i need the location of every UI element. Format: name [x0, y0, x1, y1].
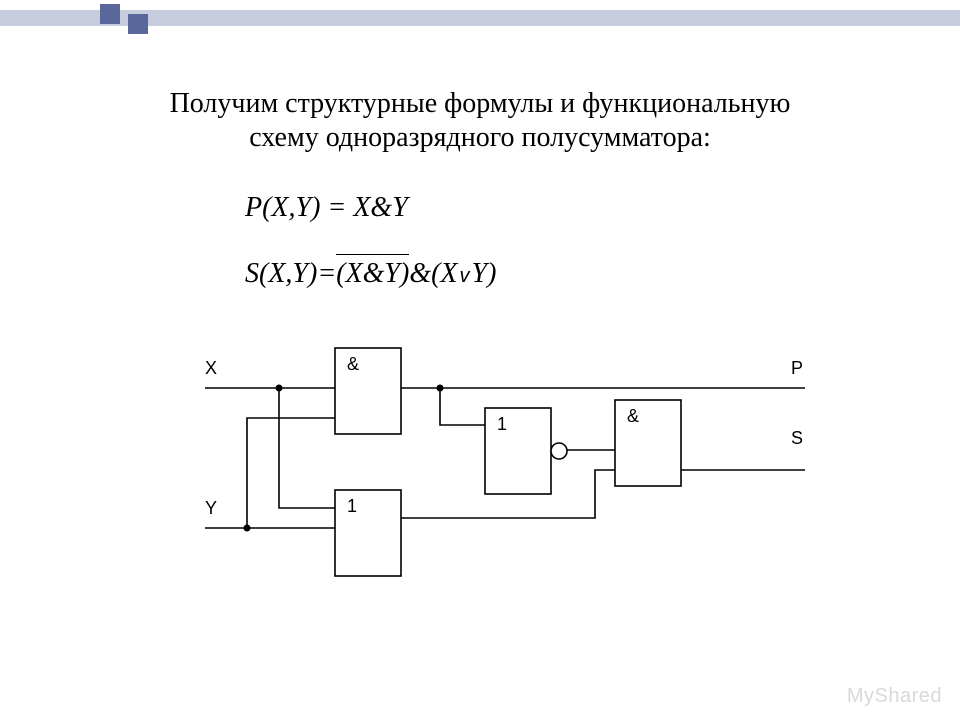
svg-text:&: &	[627, 406, 639, 426]
title-line-1: Получим структурные формулы и функционал…	[0, 88, 960, 120]
formula-s-sufb: Y)	[472, 258, 497, 289]
svg-text:1: 1	[497, 414, 507, 434]
svg-text:1: 1	[347, 496, 357, 516]
half-adder-circuit: & 1 1 & X Y P S	[185, 330, 825, 590]
watermark: MyShared	[847, 685, 942, 708]
formula-s-overbar: (X&Y)	[336, 258, 409, 290]
formula-s: S(X,Y)=(X&Y)&(XvY)	[245, 258, 496, 290]
formula-s-or: v	[458, 265, 472, 287]
svg-text:P: P	[791, 358, 803, 378]
header-deco-sq1	[100, 4, 120, 24]
formula-p: P(X,Y) = X&Y	[245, 192, 408, 224]
svg-text:S: S	[791, 428, 803, 448]
svg-text:&: &	[347, 354, 359, 374]
svg-text:Y: Y	[205, 498, 217, 518]
title-line-2: схему одноразрядного полусумматора:	[0, 122, 960, 154]
svg-text:X: X	[205, 358, 217, 378]
formula-s-sufa: &(X	[409, 258, 457, 289]
header-deco-sq2	[128, 14, 148, 34]
formula-s-prefix: S(X,Y)=	[245, 258, 336, 289]
slide-canvas: Получим структурные формулы и функционал…	[0, 0, 960, 720]
